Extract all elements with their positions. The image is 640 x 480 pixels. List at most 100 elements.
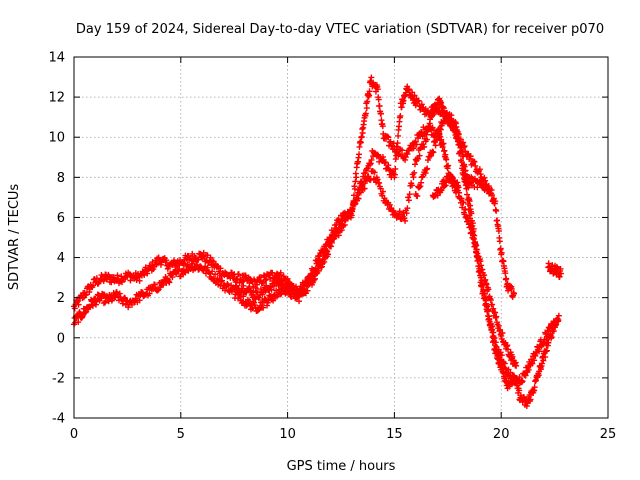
- data-point: [160, 281, 167, 288]
- x-tick-label: 5: [177, 427, 185, 442]
- data-point: [471, 158, 478, 165]
- data-point: [470, 236, 477, 243]
- data-point: [481, 174, 488, 181]
- data-point: [318, 263, 325, 270]
- data-point: [477, 171, 484, 178]
- data-point: [169, 274, 176, 281]
- data-point: [377, 110, 384, 117]
- data-point: [268, 286, 275, 293]
- data-point: [448, 112, 455, 119]
- data-point: [472, 162, 479, 169]
- data-point: [443, 156, 450, 163]
- data-point: [252, 284, 259, 291]
- data-point: [416, 152, 423, 159]
- data-point: [325, 238, 332, 245]
- data-point: [384, 133, 391, 140]
- data-point: [254, 288, 261, 295]
- data-point: [352, 178, 359, 185]
- x-axis-label: GPS time / hours: [287, 459, 396, 474]
- data-point: [255, 306, 262, 313]
- data-point: [375, 96, 382, 103]
- data-point: [416, 183, 423, 190]
- data-point: [423, 136, 430, 143]
- data-point: [127, 277, 134, 284]
- data-point: [422, 170, 429, 177]
- data-point: [496, 357, 503, 364]
- data-point: [379, 123, 386, 130]
- data-point: [428, 152, 435, 159]
- data-point: [154, 287, 161, 294]
- series-sat-track-d: [412, 109, 562, 410]
- data-point: [430, 149, 437, 156]
- data-point: [396, 208, 403, 215]
- data-point: [403, 210, 410, 217]
- data-point: [357, 139, 364, 146]
- data-point: [318, 258, 325, 265]
- data-point: [451, 181, 458, 188]
- data-point: [336, 225, 343, 232]
- data-point: [207, 254, 214, 261]
- x-tick-label: 15: [386, 427, 403, 442]
- data-point: [511, 290, 518, 297]
- data-point: [485, 306, 492, 313]
- data-point: [280, 284, 287, 291]
- data-point: [362, 110, 369, 117]
- data-point: [531, 384, 538, 391]
- data-point: [412, 138, 419, 145]
- data-point: [355, 195, 362, 202]
- data-point: [332, 232, 339, 239]
- data-point: [489, 192, 496, 199]
- y-axis-label: SDTVAR / TECUs: [7, 184, 22, 291]
- data-point: [496, 238, 503, 245]
- data-point: [411, 92, 418, 99]
- data-point: [116, 290, 123, 297]
- data-point: [448, 173, 455, 180]
- data-point: [324, 248, 331, 255]
- data-point: [385, 134, 392, 141]
- data-point: [536, 348, 543, 355]
- data-point: [148, 262, 155, 269]
- data-point: [540, 357, 547, 364]
- data-point: [489, 329, 496, 336]
- data-point: [504, 346, 511, 353]
- data-point: [550, 328, 557, 335]
- data-point: [404, 151, 411, 158]
- data-point: [395, 132, 402, 139]
- data-point: [440, 105, 447, 112]
- data-point: [89, 302, 96, 309]
- data-point: [391, 171, 398, 178]
- data-point: [165, 278, 172, 285]
- data-point: [516, 374, 523, 381]
- data-point: [467, 224, 474, 231]
- data-point: [459, 204, 466, 211]
- data-point: [438, 187, 445, 194]
- data-point: [371, 169, 378, 176]
- data-point: [481, 272, 488, 279]
- data-point: [74, 298, 81, 305]
- data-point: [136, 297, 143, 304]
- data-point: [83, 291, 90, 298]
- data-point: [151, 281, 158, 288]
- data-point: [250, 288, 257, 295]
- data-point: [195, 256, 202, 263]
- data-point: [270, 297, 277, 304]
- data-point: [218, 278, 225, 285]
- data-point: [490, 305, 497, 312]
- data-point: [379, 153, 386, 160]
- data-point: [402, 154, 409, 161]
- plot-border: [73, 56, 609, 419]
- data-point: [262, 296, 269, 303]
- data-point: [141, 271, 148, 278]
- data-point: [406, 86, 413, 93]
- data-point: [411, 161, 418, 168]
- data-point: [423, 166, 430, 173]
- data-point: [460, 199, 467, 206]
- data-point: [144, 270, 151, 277]
- data-point: [402, 217, 409, 224]
- data-point: [163, 257, 170, 264]
- data-point: [468, 210, 475, 217]
- data-point: [434, 192, 441, 199]
- data-point: [368, 74, 375, 81]
- data-point: [387, 138, 394, 145]
- data-point: [548, 333, 555, 340]
